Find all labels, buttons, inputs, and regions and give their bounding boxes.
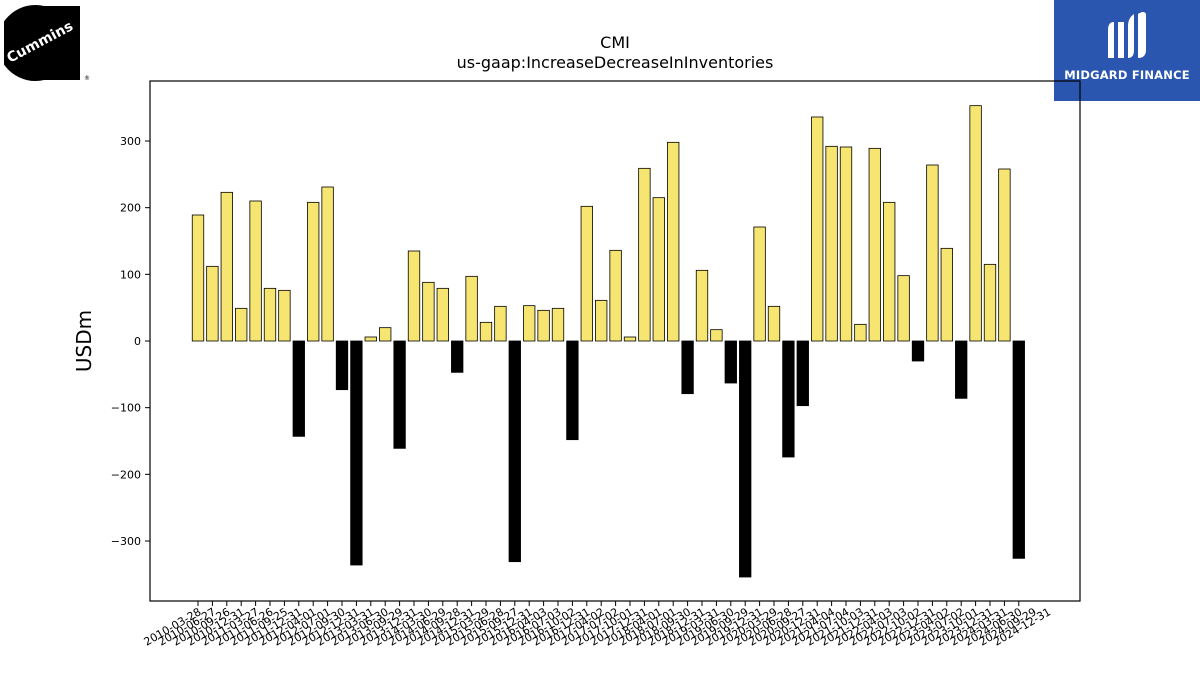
bar	[695, 269, 709, 342]
bar	[249, 200, 262, 342]
bar	[364, 336, 377, 342]
bar	[451, 340, 464, 373]
bar	[854, 323, 867, 342]
bar	[407, 250, 421, 342]
bar	[796, 340, 809, 407]
bar	[638, 167, 651, 342]
y-tick-label: −300	[111, 535, 141, 548]
bar	[479, 321, 493, 342]
bar	[292, 340, 305, 437]
bar	[983, 263, 997, 342]
bar	[868, 147, 881, 342]
bar	[494, 305, 507, 342]
midgard-finance-logo: MIDGARD FINANCE	[1054, 0, 1200, 101]
bar	[508, 340, 521, 563]
bar	[926, 164, 939, 342]
bar	[220, 191, 233, 342]
bar	[753, 226, 766, 342]
bar	[379, 327, 392, 342]
bar	[825, 145, 838, 342]
bar	[206, 265, 219, 342]
bar	[940, 247, 953, 342]
cummins-logo: Cummins ®	[0, 4, 90, 84]
bar	[263, 287, 277, 342]
chart-title: CMI	[600, 33, 630, 52]
bar	[667, 141, 680, 342]
bar	[782, 340, 795, 458]
bar	[278, 289, 291, 342]
bar	[191, 214, 205, 342]
bars-group	[191, 105, 1025, 578]
bar	[839, 146, 853, 342]
bar	[335, 340, 349, 391]
bar	[307, 201, 320, 342]
bar	[652, 197, 665, 342]
bar	[235, 307, 248, 342]
bar	[897, 275, 910, 342]
y-tick-label: 0	[134, 335, 141, 348]
bar	[681, 340, 694, 395]
y-axis-label: USDm	[72, 310, 96, 372]
bar	[551, 307, 565, 342]
bar	[1012, 340, 1025, 559]
bar	[767, 305, 781, 342]
bar	[724, 340, 737, 384]
bar	[969, 105, 982, 342]
bar	[911, 340, 925, 362]
bar	[350, 340, 363, 566]
bar	[955, 340, 968, 399]
bar	[609, 249, 622, 342]
bar	[422, 281, 435, 342]
y-tick-label: 300	[120, 135, 141, 148]
svg-text:®: ®	[84, 75, 90, 82]
y-tick-label: −100	[111, 402, 141, 415]
bar	[883, 201, 896, 342]
bar	[465, 275, 478, 342]
plot-frame	[149, 80, 1081, 602]
x-axis: 2010-03-282010-06-272010-09-262010-12-31…	[142, 601, 1053, 649]
bar	[393, 340, 406, 449]
y-axis: −300 −200 −100 0 100 200 300	[111, 135, 150, 548]
bar	[523, 305, 536, 342]
midgard-finance-logo-text: MIDGARD FINANCE	[1064, 68, 1190, 82]
bar	[537, 309, 550, 342]
y-tick-label: 200	[120, 202, 141, 215]
bar	[811, 116, 824, 342]
y-tick-label: 100	[120, 268, 141, 281]
bar	[580, 205, 593, 342]
bar	[998, 168, 1011, 342]
bar	[595, 299, 608, 342]
bar	[436, 287, 449, 342]
bar	[710, 329, 723, 342]
bar	[623, 336, 637, 342]
bar	[321, 186, 334, 342]
y-tick-label: −200	[111, 468, 141, 481]
chart-subtitle: us-gaap:IncreaseDecreaseInInventories	[457, 53, 774, 72]
bar	[566, 340, 579, 441]
bar	[739, 340, 752, 578]
